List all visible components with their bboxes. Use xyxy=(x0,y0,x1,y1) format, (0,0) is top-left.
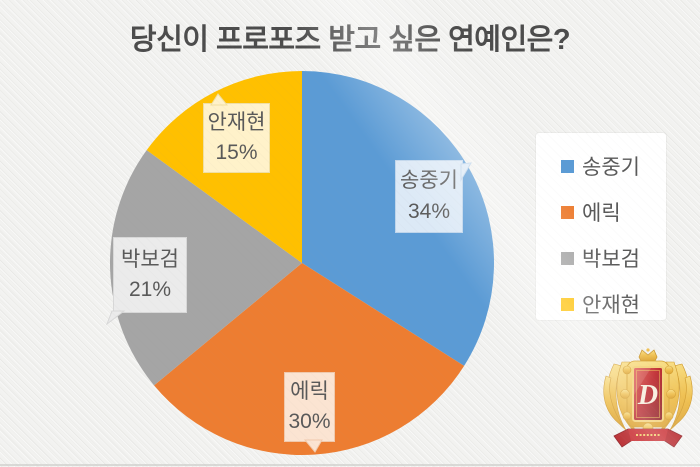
callout-pointer-icon xyxy=(105,310,126,326)
pie-label-name: 안재현 xyxy=(207,110,266,134)
pie-label-percent: 21% xyxy=(128,278,172,301)
callout-pointer-icon xyxy=(303,439,323,453)
legend-swatch-icon xyxy=(561,159,574,173)
ribbon-banner-icon xyxy=(613,428,683,448)
pie-label-name: 송중기 xyxy=(400,169,458,193)
pie-label-parkbogum: 박보검 21% xyxy=(105,237,187,326)
callout-pointer-icon xyxy=(460,162,472,182)
logo-monogram: D xyxy=(637,380,658,411)
legend-label: 송중기 xyxy=(582,156,640,179)
legend-item-songjoongki: 송중기 xyxy=(536,146,666,186)
legend-label: 박보검 xyxy=(582,248,640,271)
pie-label-percent: 15% xyxy=(215,141,258,164)
legend-swatch-icon xyxy=(561,297,574,311)
crown-icon xyxy=(638,348,658,362)
legend-item-ahnjaehyun: 안재현 xyxy=(536,284,666,324)
pie-slice-3 xyxy=(110,150,302,386)
legend-item-eric: 에릭 xyxy=(536,192,666,232)
pie-label-ahnjaehyun: 안재현 15% xyxy=(203,93,270,173)
red-plaque: D xyxy=(632,366,664,422)
crest-logo: D xyxy=(603,348,693,448)
pie-label-eric: 에릭 30% xyxy=(284,372,335,453)
slide-bottom-border xyxy=(0,464,700,466)
legend-item-parkbogum: 박보검 xyxy=(536,238,666,278)
legend-label: 안재현 xyxy=(582,294,640,317)
legend-swatch-icon xyxy=(561,251,574,265)
pie-label-name: 에릭 xyxy=(290,379,329,403)
pie-label-songjoongki: 송중기 34% xyxy=(395,160,472,233)
legend-swatch-icon xyxy=(561,205,574,219)
pie-slice-2 xyxy=(154,263,465,455)
chart-title: 당신이 프로포즈 받고 싶은 연예인은? xyxy=(129,24,571,56)
callout-pointer-icon xyxy=(210,93,229,106)
pie-label-percent: 34% xyxy=(407,199,451,223)
legend-label: 에릭 xyxy=(582,202,621,225)
pie-label-percent: 30% xyxy=(288,410,331,433)
chart-legend: 송중기 에릭 박보검 안재현 xyxy=(536,133,666,320)
pie-label-name: 박보검 xyxy=(121,247,179,271)
